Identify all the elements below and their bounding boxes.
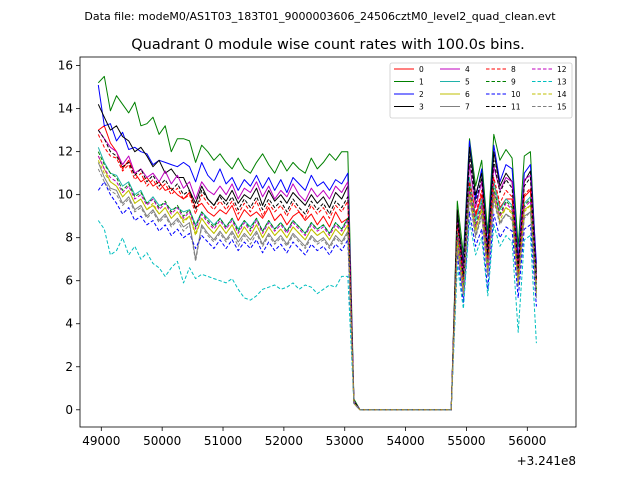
series-line-11 [97,129,537,411]
chart-title: Quadrant 0 module wise count rates with … [131,37,525,53]
legend-label-10: 10 [511,90,521,99]
legend-label-2: 2 [419,90,424,99]
data-file-header: Data file: modeM0/AS1T03_183T01_90000036… [84,10,556,23]
series-line-15 [97,168,537,411]
series-layer [97,75,537,411]
x-tick-label: 51000 [204,434,242,448]
legend-label-3: 3 [419,103,424,112]
x-tick-label: 53000 [326,434,364,448]
legend-label-7: 7 [465,103,470,112]
x-tick-label: 52000 [265,434,303,448]
x-axis: 49000 50000 51000 52000 53000 54000 55000 56000 [82,427,546,448]
plot-area [80,57,576,427]
legend-label-4: 4 [465,65,470,74]
legend-frame [389,62,573,119]
legend-label-14: 14 [557,90,567,99]
y-tick-label: 4 [65,317,73,331]
y-tick-label: 8 [65,231,73,245]
y-tick-label: 14 [58,102,73,116]
y-tick-label: 0 [65,403,73,417]
legend-label-0: 0 [419,65,424,74]
y-tick-label: 12 [58,145,73,159]
legend-label-9: 9 [511,78,516,87]
legend-label-11: 11 [511,103,521,112]
x-offset-label: +3.241e8 [517,454,576,468]
legend-label-6: 6 [465,90,470,99]
legend-label-1: 1 [419,78,424,87]
y-axis: 0 2 4 6 8 10 12 14 16 [58,59,80,417]
legend-label-13: 13 [557,78,567,87]
x-tick-label: 55000 [447,434,485,448]
legend-label-5: 5 [465,78,470,87]
x-tick-label: 54000 [387,434,425,448]
y-tick-label: 6 [65,274,73,288]
series-line-12 [97,155,537,411]
y-tick-label: 2 [65,360,73,374]
x-tick-label: 50000 [143,434,181,448]
y-tick-label: 16 [58,59,73,73]
legend-label-12: 12 [557,65,567,74]
x-tick-label: 49000 [82,434,120,448]
series-line-13 [97,220,537,411]
y-tick-label: 10 [58,188,73,202]
series-line-10 [97,181,537,411]
x-tick-label: 56000 [508,434,546,448]
legend-label-8: 8 [511,65,516,74]
legend-label-15: 15 [557,103,567,112]
series-line-8 [97,134,537,411]
plot-border [79,56,577,428]
